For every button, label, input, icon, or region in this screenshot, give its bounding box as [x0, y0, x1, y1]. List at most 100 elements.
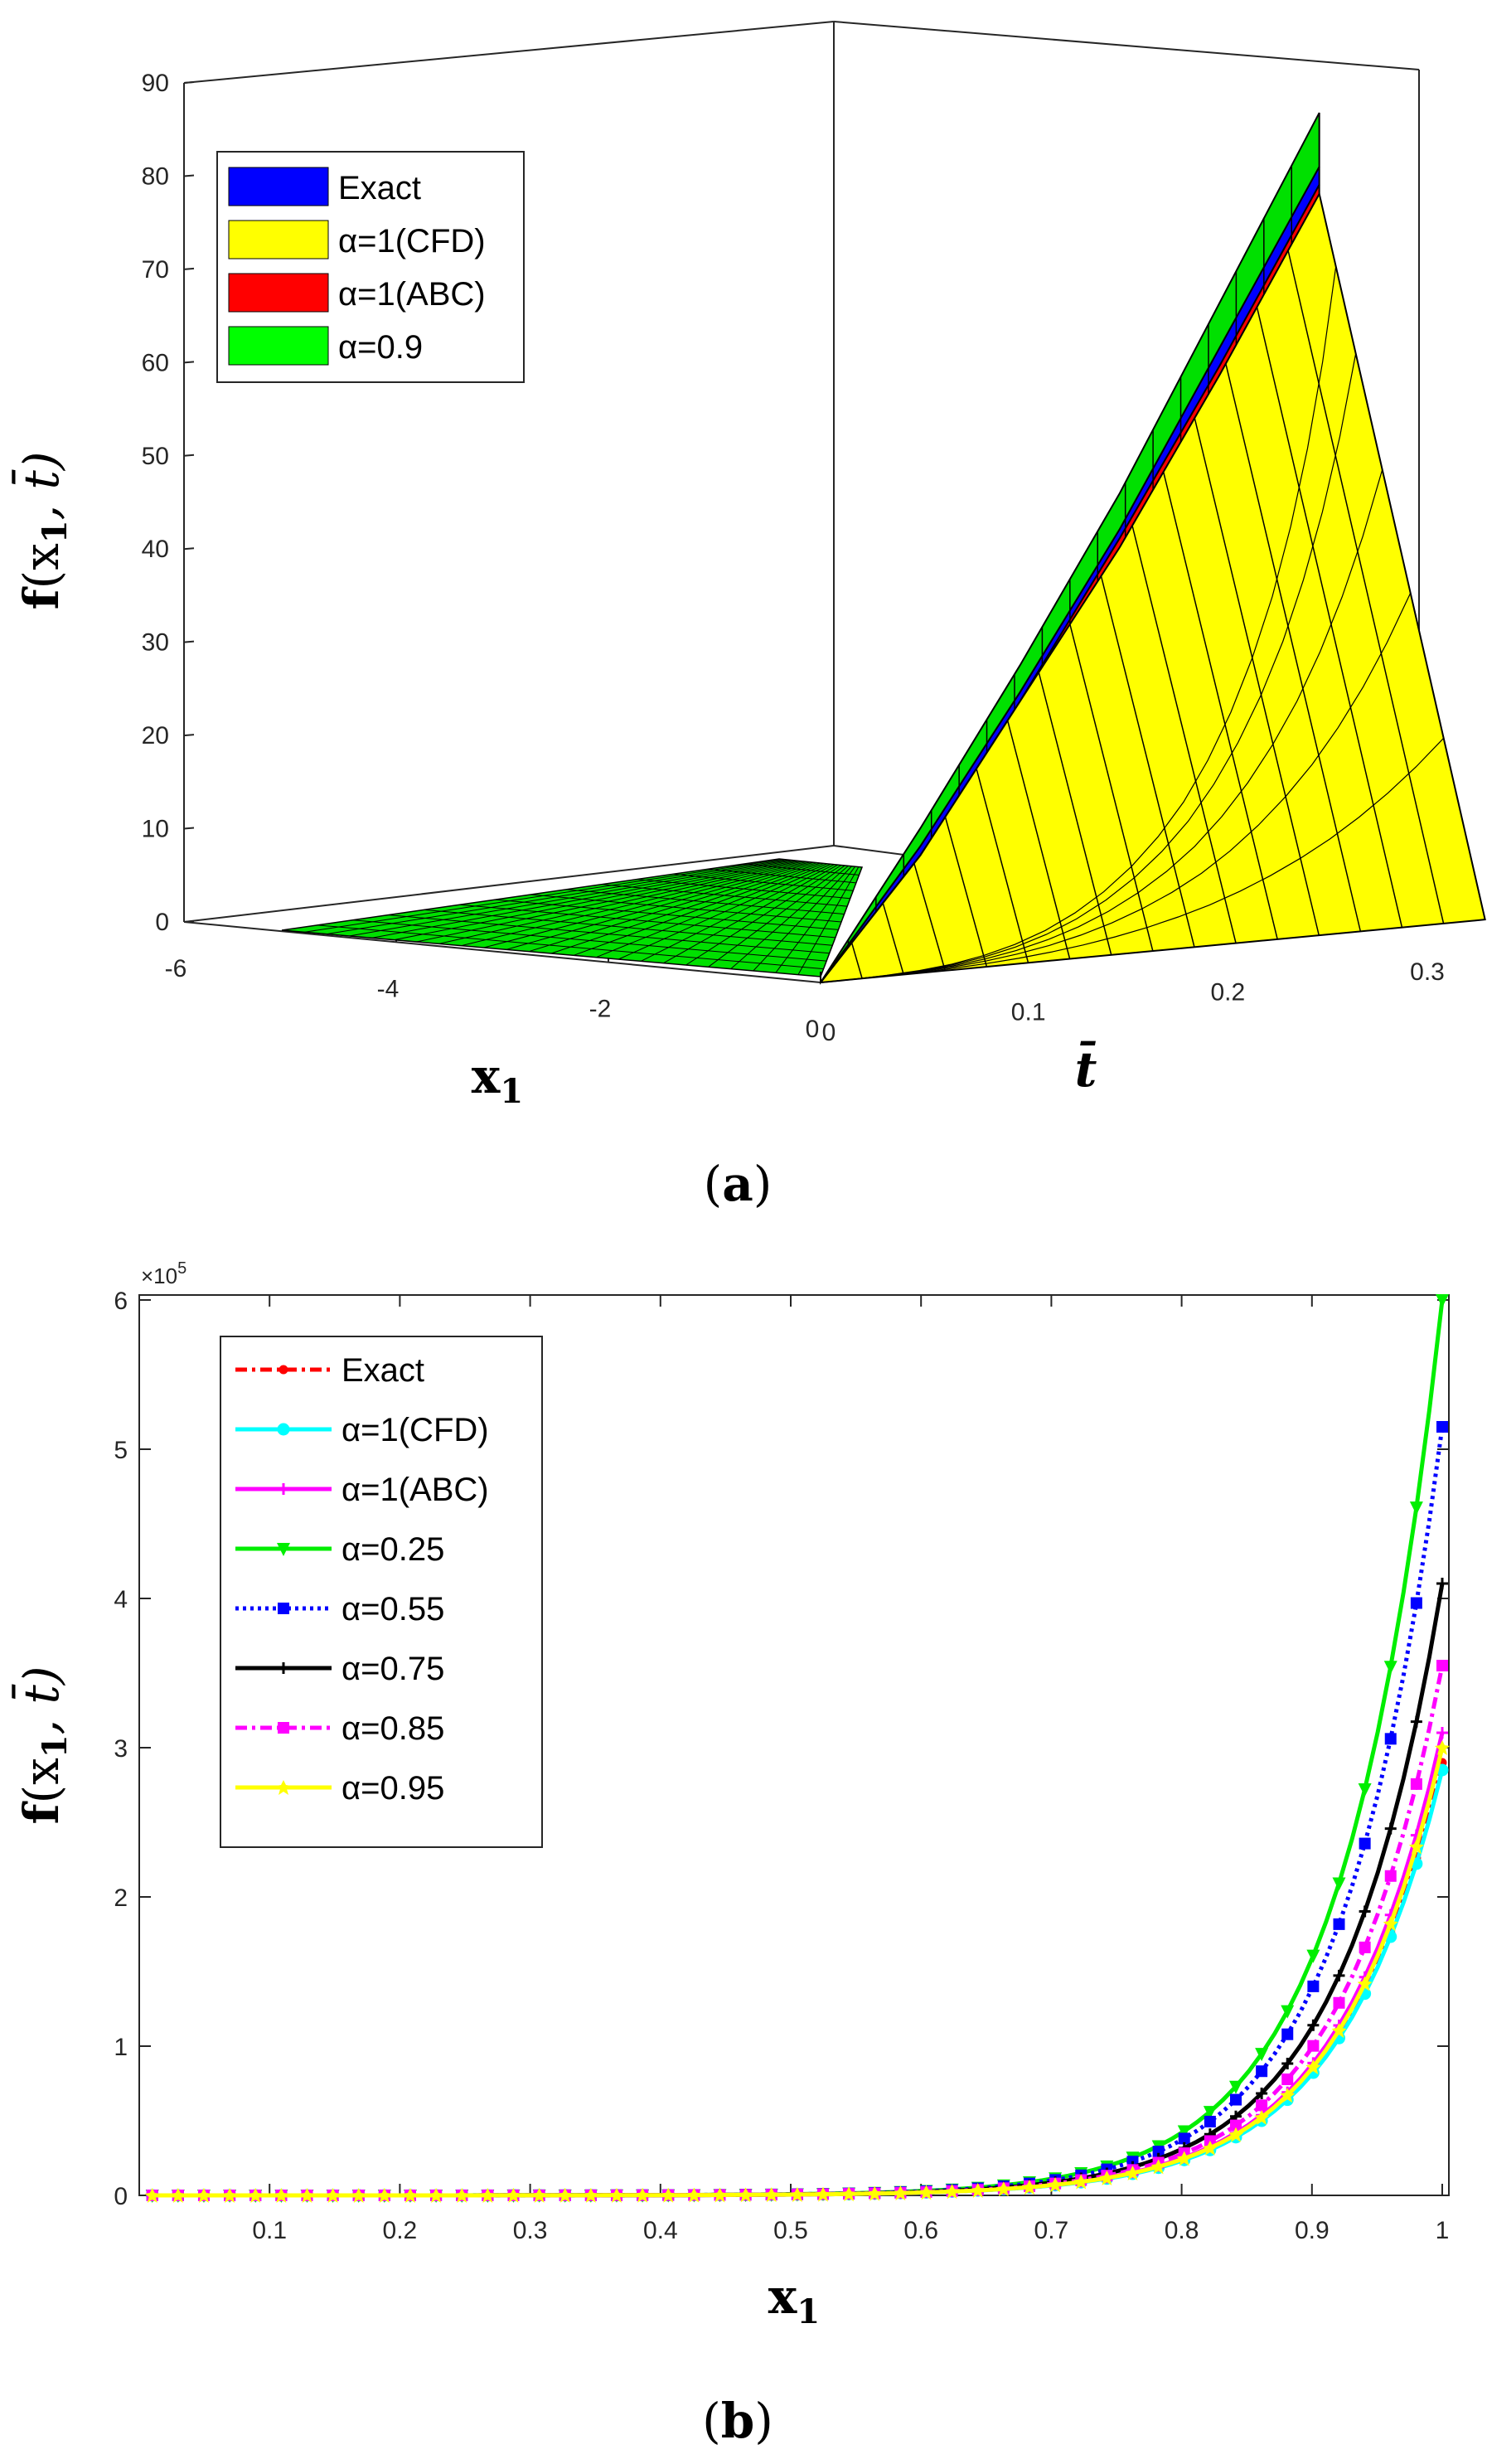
series-marker: [1357, 1976, 1373, 1991]
floor-mesh-line: [352, 919, 827, 962]
series-marker: [1408, 1839, 1424, 1855]
series-marker: [144, 2187, 160, 2203]
rising-surfaces: [820, 112, 1486, 985]
series-8: [144, 1740, 1450, 2203]
t-tick-label: 0.2: [1210, 978, 1245, 1006]
series-marker: [299, 2187, 315, 2203]
z-tick-label: 50: [142, 443, 169, 470]
series-marker: [867, 2185, 883, 2201]
y-tick-label: 1: [114, 2034, 128, 2061]
cfd-contour-line: [820, 592, 1412, 983]
series-marker: [1280, 2088, 1296, 2103]
series-marker: [1281, 2058, 1294, 2070]
floor-mesh: [304, 858, 860, 975]
x-tick-label: 1: [1436, 2217, 1450, 2244]
series-marker: [325, 2187, 341, 2203]
cfd-contour-line: [820, 266, 1337, 983]
cfd-mesh-line: [944, 816, 988, 968]
floor-mesh-line: [317, 924, 824, 970]
series-marker: [1436, 1421, 1448, 1433]
x-tick-label: 0.1: [252, 2217, 287, 2244]
legend-b-label: Exact: [341, 1352, 424, 1389]
legend-b-label: α=0.95: [341, 1770, 444, 1807]
series-marker: [1073, 2174, 1089, 2190]
x-tick-label: 0.4: [643, 2217, 678, 2244]
cfd-mesh-line: [976, 768, 1029, 963]
series-marker: [1305, 2059, 1321, 2075]
series-marker: [1383, 1661, 1397, 1675]
legend-a-swatch: [228, 220, 329, 259]
x-tick-label: 0.7: [1034, 2217, 1069, 2244]
z-tick-mark: [183, 361, 195, 364]
floor-mesh-line: [744, 863, 860, 875]
legend-b-marker: [277, 1543, 290, 1556]
series-marker: [1410, 1778, 1422, 1790]
cfd-contour-line: [820, 469, 1383, 983]
floor-mesh-line: [388, 914, 830, 954]
z-tick-label: 60: [142, 349, 169, 376]
caption-b: (b): [702, 2393, 773, 2449]
y-tick-label: 3: [114, 1735, 128, 1763]
series-marker: [712, 2187, 728, 2203]
series-marker: [1359, 1837, 1371, 1850]
legend-b-label: α=0.85: [341, 1710, 444, 1747]
series-marker: [1359, 1905, 1371, 1918]
cfd-mesh-line: [1225, 363, 1362, 932]
z-tick-mark: [183, 827, 195, 830]
floor-mesh-line: [601, 884, 848, 907]
y-multiplier: ×105: [141, 1259, 186, 1288]
cfd-mesh-line: [1194, 417, 1320, 936]
z-tick-mark: [183, 547, 195, 551]
floor-mesh-line: [637, 879, 850, 900]
series-marker: [1176, 2151, 1192, 2166]
x-tick-label: -4: [377, 975, 400, 1002]
legend-box-b: [220, 1336, 543, 1848]
series-marker: [1254, 2109, 1270, 2125]
series-marker: [454, 2187, 470, 2203]
series-marker: [429, 2187, 444, 2203]
floor-mesh-line: [565, 889, 845, 915]
series-marker: [1384, 1822, 1397, 1835]
series-marker: [1202, 2140, 1218, 2156]
series-marker: [1228, 2080, 1242, 2094]
y-tick-label: 4: [114, 1586, 128, 1613]
series-marker: [1332, 1877, 1346, 1891]
z-tick-label: 70: [142, 256, 169, 284]
cfd-mesh-line: [1318, 193, 1486, 920]
x-tick-label: 0.9: [1295, 2217, 1330, 2244]
legend-b-marker: [276, 1780, 291, 1795]
series-marker: [1409, 1501, 1423, 1516]
series-marker: [635, 2187, 651, 2203]
t-axis-label: t̄: [1075, 1040, 1097, 1098]
legend-b-label: α=0.55: [341, 1591, 444, 1627]
x-tick-label: 0.3: [513, 2217, 548, 2244]
y-tick-label: 0: [114, 2183, 128, 2210]
series-marker: [1099, 2170, 1115, 2185]
x-tick-label: 0.2: [383, 2217, 418, 2244]
series-marker: [196, 2187, 211, 2203]
x-tick-label: 0.6: [903, 2217, 938, 2244]
series-marker: [944, 2184, 960, 2200]
series-marker: [1333, 1996, 1345, 2009]
floor-back-left: [183, 845, 835, 923]
series-marker: [1384, 1733, 1397, 1745]
series-marker: [1256, 2099, 1268, 2112]
y-tick-label: 5: [114, 1437, 128, 1464]
series-marker: [1333, 1969, 1345, 1981]
series-marker: [686, 2187, 702, 2203]
x-tick-label: 0.5: [773, 2217, 808, 2244]
t-tick-label: 0.3: [1410, 958, 1445, 986]
back-top-edge-right: [833, 21, 1420, 70]
series-marker: [1281, 2073, 1294, 2085]
legend-b-marker: [278, 1662, 289, 1674]
series-marker: [1410, 1597, 1422, 1609]
cfd-mesh-line: [1287, 250, 1445, 924]
cfd-mesh-line: [882, 902, 904, 975]
series-marker: [506, 2187, 521, 2203]
x-tick-label: 0: [806, 1016, 820, 1043]
legend-b-label: α=1(CFD): [341, 1412, 489, 1448]
series-marker: [480, 2187, 496, 2203]
legend-a-label: Exact: [338, 170, 421, 206]
series-marker: [1410, 1715, 1422, 1728]
